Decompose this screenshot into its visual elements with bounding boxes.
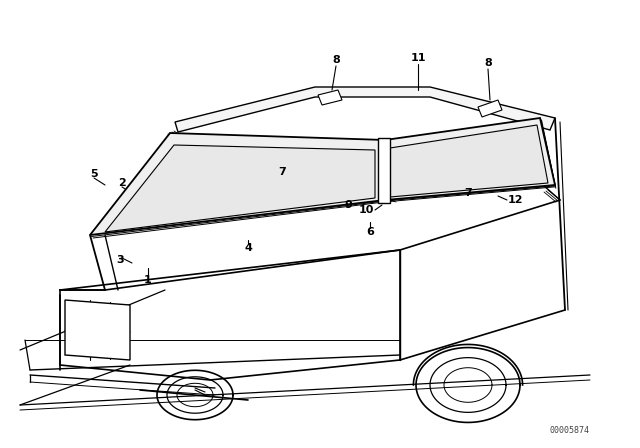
- Text: 7: 7: [278, 167, 286, 177]
- Text: 1: 1: [144, 275, 152, 285]
- Text: 3: 3: [116, 255, 124, 265]
- Text: 6: 6: [366, 227, 374, 237]
- Text: 10: 10: [358, 205, 374, 215]
- Text: 00005874: 00005874: [550, 426, 590, 435]
- Polygon shape: [390, 125, 548, 197]
- Polygon shape: [378, 138, 390, 203]
- Polygon shape: [175, 87, 555, 132]
- Text: 12: 12: [508, 195, 523, 205]
- Polygon shape: [65, 300, 130, 360]
- Polygon shape: [318, 90, 342, 105]
- Text: 7: 7: [464, 188, 472, 198]
- Polygon shape: [478, 100, 502, 117]
- Text: 8: 8: [332, 55, 340, 65]
- Polygon shape: [385, 118, 555, 200]
- Polygon shape: [105, 145, 375, 232]
- Text: 11: 11: [410, 53, 426, 63]
- Polygon shape: [60, 250, 400, 380]
- Text: 2: 2: [118, 178, 126, 188]
- Text: 5: 5: [90, 169, 98, 179]
- Text: 9: 9: [344, 200, 352, 210]
- Polygon shape: [90, 133, 385, 235]
- Text: 8: 8: [484, 58, 492, 68]
- Text: 4: 4: [244, 243, 252, 253]
